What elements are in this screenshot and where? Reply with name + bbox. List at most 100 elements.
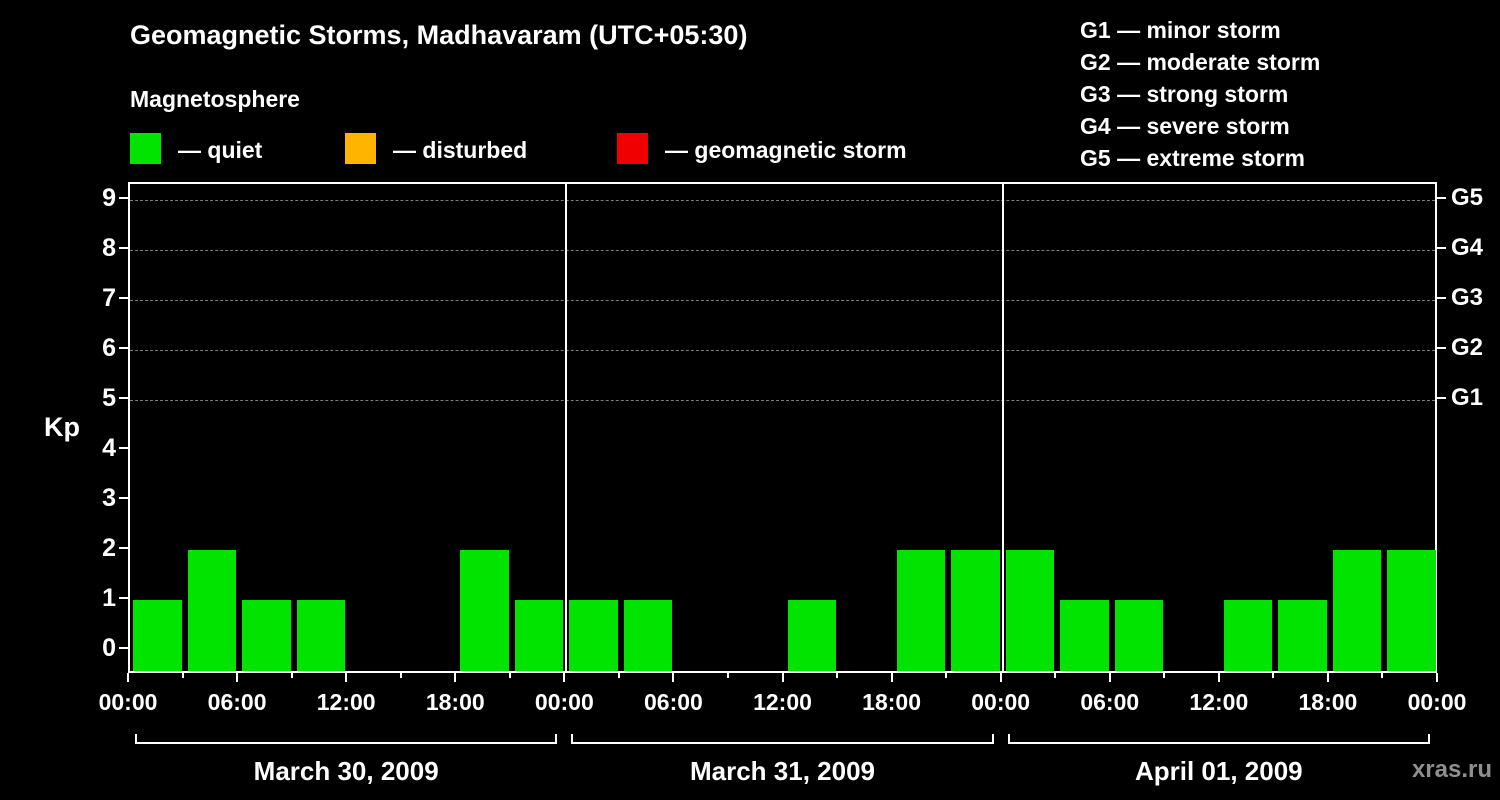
day-separator-line	[565, 184, 568, 671]
date-bracket-line	[1007, 742, 1430, 744]
y-tick-mark	[119, 397, 128, 399]
date-label: April 01, 2009	[1134, 756, 1303, 786]
date-bracket-line	[135, 742, 558, 744]
kp-bar	[896, 550, 946, 671]
x-tick-label: 06:00	[1080, 689, 1140, 715]
date-bracket-cap	[1428, 734, 1430, 744]
y-tick-label: 6	[102, 334, 116, 362]
g-tick-mark	[1437, 397, 1446, 399]
x-tick-label: 00:00	[98, 689, 158, 715]
x-minor-tick-mark	[617, 673, 620, 678]
x-tick-label: 18:00	[862, 689, 921, 715]
gridline	[130, 250, 1435, 251]
x-minor-tick-mark	[726, 673, 729, 678]
x-tick-mark	[1436, 673, 1438, 682]
x-tick-mark	[890, 673, 893, 682]
y-tick-label: 5	[102, 384, 116, 412]
y-tick-label: 7	[102, 284, 116, 312]
date-label: March 30, 2009	[253, 756, 439, 786]
x-minor-tick-mark	[399, 673, 402, 678]
y-tick-label: 3	[102, 484, 116, 512]
date-bracket-cap	[555, 734, 558, 744]
y-tick-label: 1	[102, 584, 116, 612]
g-axis-label: G1	[1451, 384, 1484, 411]
quiet-label: — quiet	[178, 137, 263, 163]
x-minor-tick-mark	[836, 673, 839, 678]
kp-bar	[1332, 550, 1382, 671]
x-tick-mark	[563, 673, 566, 682]
kp-bar	[1060, 600, 1109, 671]
x-tick-mark	[345, 673, 348, 682]
x-minor-tick-mark	[1381, 673, 1384, 678]
date-bracket-cap	[991, 734, 994, 744]
y-axis-title: Kp	[44, 412, 80, 442]
storm-label: — geomagnetic storm	[665, 137, 907, 163]
y-tick-mark	[119, 547, 128, 549]
y-tick-mark	[119, 197, 128, 199]
kp-bar	[569, 600, 618, 671]
x-tick-mark	[1108, 673, 1111, 682]
magnetosphere-legend-title: Magnetosphere	[130, 86, 300, 112]
kp-bar	[623, 600, 673, 671]
date-bracket-cap	[571, 734, 574, 744]
x-minor-tick-mark	[181, 673, 184, 678]
x-tick-label: 12:00	[1189, 689, 1249, 715]
g3-legend-line: G3 — strong storm	[1080, 81, 1289, 107]
x-tick-mark	[454, 673, 457, 682]
y-tick-label: 4	[102, 434, 116, 462]
g-axis-label: G4	[1451, 234, 1484, 261]
y-tick-mark	[119, 297, 128, 299]
y-tick-mark	[119, 247, 128, 249]
y-tick-mark	[119, 497, 128, 499]
y-tick-mark	[119, 597, 128, 599]
x-minor-tick-mark	[945, 673, 948, 678]
x-tick-mark	[127, 673, 129, 682]
x-tick-label: 18:00	[425, 689, 485, 715]
x-tick-label: 00:00	[1407, 689, 1467, 715]
gridline	[130, 350, 1435, 351]
x-tick-mark	[1326, 673, 1329, 682]
disturbed-swatch-icon	[345, 133, 376, 164]
y-tick-label: 8	[102, 234, 116, 262]
y-tick-mark	[119, 647, 128, 649]
x-tick-label: 12:00	[316, 689, 376, 715]
kp-bar	[514, 600, 564, 671]
g-axis-label: G2	[1451, 334, 1484, 361]
y-tick-label: 0	[102, 634, 116, 662]
chart-title: Geomagnetic Storms, Madhavaram (UTC+05:3…	[130, 20, 748, 50]
g-tick-mark	[1437, 297, 1446, 299]
disturbed-label: — disturbed	[393, 137, 528, 163]
day-separator-line	[1001, 184, 1004, 671]
date-bracket-cap	[135, 734, 137, 744]
kp-bar	[460, 550, 509, 671]
gridline	[130, 200, 1435, 201]
y-tick-mark	[119, 447, 128, 449]
g4-legend-line: G4 — severe storm	[1080, 113, 1290, 139]
x-minor-tick-mark	[1163, 673, 1166, 678]
kp-bar	[1278, 600, 1327, 671]
g-axis-label: G5	[1451, 184, 1484, 211]
kp-bar	[1114, 600, 1164, 671]
y-tick-label: 2	[102, 534, 116, 562]
g-scale-legend: G1 — minor storm G2 — moderate storm G3 …	[1080, 14, 1320, 174]
kp-bar	[787, 600, 837, 671]
kp-bar	[133, 600, 182, 671]
gridline	[130, 400, 1435, 401]
g-tick-mark	[1437, 197, 1446, 199]
x-tick-mark	[781, 673, 784, 682]
quiet-swatch-icon	[130, 133, 161, 164]
x-tick-mark	[236, 673, 239, 682]
gridline	[130, 300, 1435, 301]
plot-area	[128, 182, 1437, 673]
x-tick-label: 06:00	[207, 689, 267, 715]
y-tick-label: 9	[102, 184, 116, 212]
kp-bar	[1387, 550, 1436, 671]
watermark: xras.ru	[1411, 756, 1492, 783]
g2-legend-line: G2 — moderate storm	[1080, 49, 1321, 75]
kp-bar	[187, 550, 237, 671]
x-tick-label: 00:00	[971, 689, 1031, 715]
kp-bar	[951, 550, 1000, 671]
x-minor-tick-mark	[508, 673, 511, 678]
x-tick-mark	[999, 673, 1002, 682]
